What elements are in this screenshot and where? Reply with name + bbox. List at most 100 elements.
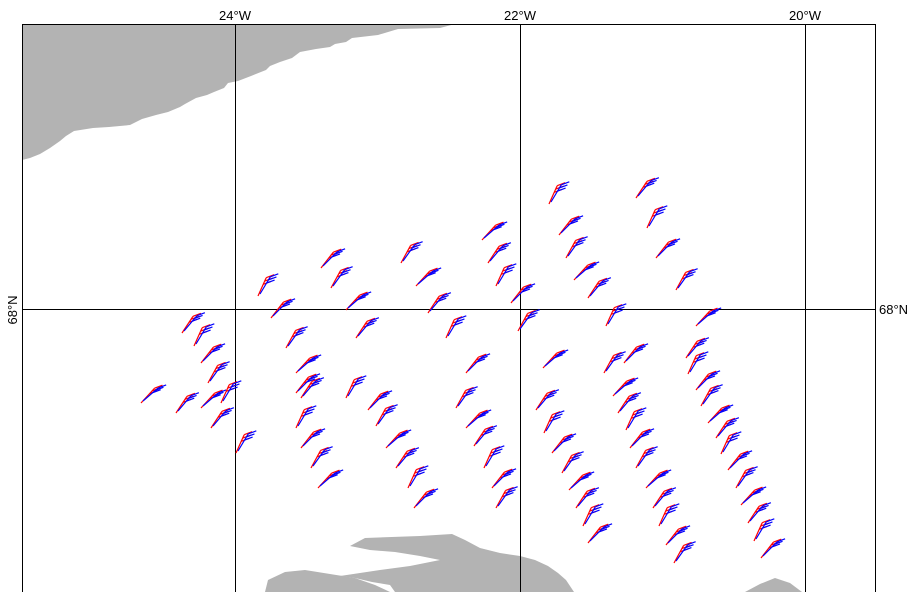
wind-barb-blue-feather [556, 410, 565, 415]
wind-barb-red-feather [438, 292, 448, 297]
wind-barb-blue-feather [615, 354, 624, 359]
wind-barb-red-feather [654, 206, 664, 211]
wind-barb-blue-feather [764, 521, 773, 526]
wind-barb-blue-feather [334, 469, 344, 474]
wind-barb-blue-feather [546, 394, 555, 399]
wind-barb-red-feather [192, 312, 202, 317]
wind-barb-blue-feather [531, 309, 540, 314]
wind-barb-blue-feather [381, 392, 390, 397]
wind-barb-blue-feather [223, 409, 232, 415]
wind-barb-blue-feather [565, 435, 574, 440]
wind-barb-blue-feather [774, 540, 783, 545]
wind-barb-blue-feather [700, 337, 710, 342]
wind-barb-blue-feather [579, 236, 588, 241]
wind-barb-blue-feather [550, 389, 560, 394]
wind-barb-blue-feather [618, 303, 627, 308]
wind-barb-red-feather [333, 248, 342, 253]
wind-barb-blue-feather [569, 220, 579, 225]
wind-barb-red-feather [484, 425, 494, 430]
wind-barb-red-feather [683, 541, 692, 547]
wind-barb-blue-feather [496, 223, 505, 228]
wind-barb-blue-feather [508, 263, 517, 268]
wind-barb-blue-feather [306, 378, 316, 383]
wind-barb-blue-feather [314, 430, 323, 435]
wind-barb-blue-feather [640, 433, 650, 438]
wind-barb-blue-feather [730, 417, 740, 422]
wind-barb-blue-feather [760, 504, 769, 510]
wind-barb-blue-feather [231, 383, 240, 388]
wind-barb-blue-feather [217, 389, 227, 394]
wind-barb-blue-feather [588, 263, 597, 268]
wind-barb-blue-feather [479, 355, 488, 360]
wind-barb-blue-feather [311, 373, 321, 378]
wind-barb-blue-feather [357, 296, 366, 301]
wind-barb-blue-feather [313, 379, 322, 385]
wind-barb-blue-feather [211, 348, 221, 353]
wind-barb-blue-feather [500, 244, 509, 250]
wind-barb-blue-feather [354, 381, 363, 386]
wind-barb-blue-feather [344, 266, 353, 271]
wind-barb-blue-feather [634, 413, 643, 418]
wind-barb-red-feather [740, 450, 749, 455]
wind-barb-blue-feather [307, 359, 316, 364]
wind-barb-blue-feather [360, 293, 369, 298]
wind-barb-blue-feather [741, 452, 750, 457]
wind-barb-red-feather [663, 487, 673, 492]
wind-barb-blue-feather [332, 471, 341, 476]
wind-barb-blue-feather [712, 387, 721, 392]
wind-barb-red-feather [320, 446, 329, 452]
wind-barb-blue-feather [397, 434, 406, 439]
wind-barb-blue-feather [204, 326, 213, 331]
wind-barb-blue-feather [286, 298, 296, 303]
wind-barb-red-feather [265, 274, 275, 279]
wind-barb-blue-feather [639, 343, 649, 348]
wind-barb-red-feather [340, 266, 349, 272]
wind-barb-blue-feather [572, 217, 581, 222]
wind-barb-blue-feather [502, 473, 512, 478]
wind-barb-red-feather [465, 386, 474, 392]
wind-barb-red-feather [659, 469, 668, 474]
wind-barb-red-feather [366, 317, 376, 322]
wind-barb-blue-feather [482, 409, 492, 414]
wind-barb-red-feather [221, 407, 231, 412]
wind-barb-blue-feather [696, 357, 705, 362]
wind-barb-red-feather [491, 446, 501, 451]
wind-barb-blue-feather [598, 528, 608, 533]
wind-barb-red-feather [380, 390, 389, 395]
wind-barb-blue-feather [738, 455, 748, 460]
wind-barb-red-feather [582, 471, 591, 476]
land-iceland-1 [340, 534, 574, 592]
wind-barb-blue-feather [648, 179, 657, 185]
wind-barb-red-feather [479, 409, 488, 414]
wind-barb-blue-feather [529, 312, 538, 317]
wind-barb-blue-feather [590, 487, 600, 492]
wind-barb-red-feather [283, 298, 292, 303]
wind-barb-blue-feather [480, 411, 489, 416]
wind-barb-blue-feather [406, 452, 415, 457]
wind-barb-red-feather [228, 381, 238, 386]
wind-barb-blue-feather [212, 394, 221, 399]
wind-barb-blue-feather [647, 449, 656, 454]
wind-barb-red-feather [308, 373, 317, 378]
wind-barb-blue-feather [309, 375, 318, 380]
wind-barb-blue-feather [481, 353, 491, 358]
wind-barb-blue-feather [630, 394, 639, 400]
wind-barb-blue-feather [689, 268, 698, 273]
wind-barb-blue-feather [634, 348, 644, 353]
wind-barb-red-feather [571, 215, 580, 220]
wind-barb-red-feather [600, 523, 609, 528]
wind-barb-red-feather [628, 392, 638, 397]
wind-barb-blue-feather [496, 445, 505, 450]
wind-barb-blue-feather [645, 428, 655, 433]
wind-barb-blue-feather [311, 433, 321, 438]
wind-barb-blue-feather [766, 518, 775, 523]
wind-barb-blue-feather [586, 492, 595, 497]
wind-barb-red-feather [695, 352, 705, 357]
wind-barb-blue-feather [627, 379, 636, 384]
wind-barb-red-feather [503, 264, 513, 269]
wind-barb-red-feather [415, 466, 425, 471]
wind-barb-red-feather [410, 241, 419, 247]
wind-barb-blue-feather [442, 292, 452, 297]
wind-barb-blue-feather [645, 452, 654, 457]
